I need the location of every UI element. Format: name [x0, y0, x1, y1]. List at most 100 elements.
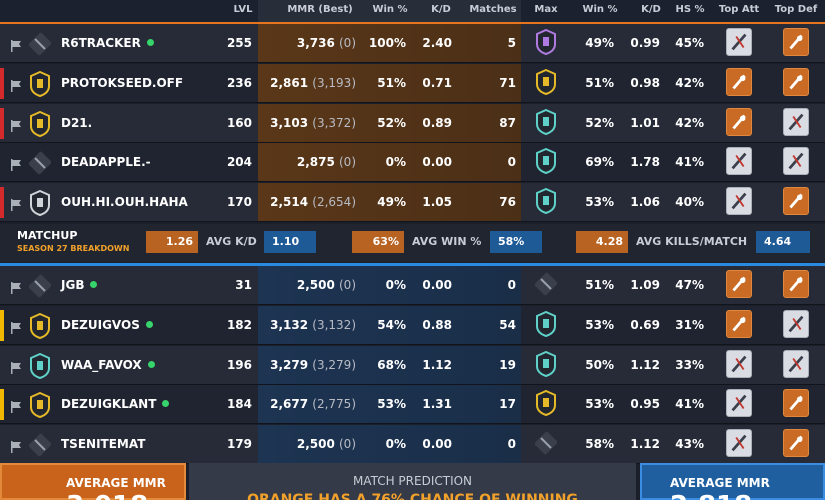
- top-defender-icon[interactable]: [783, 309, 809, 338]
- player-name[interactable]: DEZUIGVOS: [61, 318, 153, 332]
- col-kd[interactable]: K/D: [431, 4, 451, 15]
- max-rank-icon: [535, 390, 557, 418]
- max-rank-icon: [534, 271, 558, 299]
- top-defender-icon[interactable]: [783, 67, 809, 96]
- team-color-bar: [0, 389, 4, 421]
- player-name[interactable]: DEADAPPLE.-: [61, 155, 151, 170]
- top-defender-icon[interactable]: [783, 107, 809, 136]
- top-defender-icon[interactable]: [783, 349, 809, 378]
- rank-icon: [28, 150, 52, 176]
- player-row[interactable]: DEZUIGKLANT 184 2,677 (2,775) 53% 1.31 17 53% 0…: [0, 385, 825, 425]
- top-defender-icon[interactable]: [783, 147, 809, 176]
- player-win-rate: 53%: [377, 397, 406, 412]
- match-prediction-text: ORANGE HAS A 76% CHANCE OF WINNING: [247, 492, 578, 500]
- player-kd-overall: 1.06: [630, 195, 660, 210]
- max-rank-icon: [535, 28, 557, 57]
- col-win[interactable]: Win %: [372, 4, 408, 15]
- player-row[interactable]: D21. 160 3,103 (3,372) 52% 0.89 87 52% 1.01 42%: [0, 103, 825, 143]
- player-row[interactable]: DEZUIGVOS 182 3,132 (3,132) 54% 0.88 54 53% 0.6…: [0, 305, 825, 345]
- avg-win-blue: 58%: [490, 231, 542, 253]
- player-win-rate-overall: 51%: [585, 278, 614, 292]
- player-headshot-rate: 47%: [675, 278, 704, 292]
- player-win-rate-overall: 69%: [585, 155, 614, 170]
- matchup-subtitle: SEASON 27 BREAKDOWN: [17, 244, 130, 253]
- avg-kills-label: AVG KILLS/MATCH: [636, 235, 748, 248]
- top-attacker-icon[interactable]: [726, 147, 752, 176]
- player-row[interactable]: TSENITEMAT 179 2,500 (0) 0% 0.00 0 58% 1.12 43%: [0, 425, 825, 465]
- max-rank-icon: [535, 310, 557, 339]
- player-kd-overall: 0.98: [630, 75, 660, 90]
- col-mmr[interactable]: MMR (Best): [287, 4, 353, 15]
- top-defender-icon[interactable]: [783, 28, 809, 56]
- flag-icon[interactable]: [10, 279, 22, 294]
- player-kd: 0.88: [422, 317, 452, 332]
- col-matches[interactable]: Matches: [469, 4, 517, 15]
- player-kd: 0.00: [422, 155, 452, 170]
- avg-win-orange: 63%: [352, 231, 404, 253]
- player-name[interactable]: PROTOKSEED.OFF: [61, 75, 184, 90]
- player-name[interactable]: TSENITEMAT: [61, 437, 146, 452]
- top-attacker-icon[interactable]: [726, 309, 752, 338]
- player-matches: 0: [507, 437, 516, 452]
- col-hs[interactable]: HS %: [675, 4, 705, 15]
- player-row[interactable]: OUH.HI.OUH.HAHA 170 2,514 (2,654) 49% 1.05 76…: [0, 183, 825, 223]
- player-name[interactable]: WAA_FAVOX: [61, 358, 155, 372]
- col-lvl[interactable]: LVL: [233, 4, 253, 15]
- top-attacker-icon[interactable]: [726, 107, 752, 136]
- flag-icon[interactable]: [10, 156, 22, 172]
- col-top-att[interactable]: Top Att: [718, 4, 760, 15]
- player-kd: 1.12: [422, 357, 452, 372]
- top-attacker-icon[interactable]: [726, 270, 752, 298]
- flag-icon[interactable]: [10, 117, 22, 132]
- flag-icon[interactable]: [10, 438, 22, 454]
- col-win2[interactable]: Win %: [582, 4, 618, 15]
- top-attacker-icon[interactable]: [726, 429, 752, 458]
- player-row[interactable]: WAA_FAVOX 196 3,279 (3,279) 68% 1.12 19 50% 1.1…: [0, 345, 825, 385]
- player-name[interactable]: DEZUIGKLANT: [61, 397, 170, 411]
- player-name[interactable]: D21.: [61, 115, 93, 130]
- orange-avg-mmr-value: 3,018: [66, 491, 148, 500]
- col-kd2[interactable]: K/D: [641, 4, 661, 15]
- player-row[interactable]: DEADAPPLE.- 204 2,875 (0) 0% 0.00 0 69% 1.78 41%: [0, 143, 825, 183]
- player-matches: 54: [499, 317, 516, 332]
- player-row[interactable]: JGB 31 2,500 (0) 0% 0.00 0 51% 1.09 47%: [0, 266, 825, 305]
- player-name[interactable]: OUH.HI.OUH.HAHA: [61, 195, 188, 210]
- player-headshot-rate: 45%: [675, 36, 704, 50]
- flag-icon[interactable]: [10, 359, 22, 374]
- flag-icon[interactable]: [10, 77, 22, 92]
- top-defender-icon[interactable]: [783, 429, 809, 458]
- top-attacker-icon[interactable]: [726, 349, 752, 378]
- flag-icon[interactable]: [10, 196, 22, 212]
- online-status-icon: [90, 281, 98, 288]
- top-defender-icon[interactable]: [783, 270, 809, 298]
- top-defender-icon[interactable]: [783, 187, 809, 216]
- flag-icon[interactable]: [10, 319, 22, 334]
- player-win-rate: 100%: [368, 36, 406, 50]
- player-level: 184: [226, 397, 252, 412]
- top-attacker-icon[interactable]: [726, 187, 752, 216]
- player-win-rate-overall: 50%: [585, 357, 614, 372]
- flag-icon[interactable]: [10, 37, 22, 52]
- player-headshot-rate: 42%: [675, 75, 704, 90]
- player-row[interactable]: R6TRACKER 255 3,736 (0) 100% 2.40 5 49% 0.99 45%: [0, 24, 825, 63]
- player-win-rate: 51%: [377, 75, 406, 90]
- online-status-icon: [146, 39, 154, 46]
- player-level: 196: [226, 357, 252, 372]
- player-matches: 0: [507, 155, 516, 170]
- player-win-rate-overall: 53%: [585, 195, 614, 210]
- blue-average-mmr-panel: AVERAGE MMR 2,818: [640, 463, 825, 500]
- top-defender-icon[interactable]: [783, 389, 809, 418]
- col-top-def[interactable]: Top Def: [774, 4, 818, 15]
- player-row[interactable]: PROTOKSEED.OFF 236 2,861 (3,193) 51% 0.71 71 5…: [0, 63, 825, 103]
- player-name[interactable]: JGB: [61, 278, 98, 292]
- player-name[interactable]: R6TRACKER: [61, 36, 154, 50]
- col-max[interactable]: Max: [534, 4, 558, 15]
- flag-icon[interactable]: [10, 398, 22, 414]
- top-attacker-icon[interactable]: [726, 67, 752, 96]
- top-attacker-icon[interactable]: [726, 389, 752, 418]
- player-mmr: 2,500 (0): [296, 437, 356, 452]
- player-level: 204: [226, 155, 252, 170]
- top-attacker-icon[interactable]: [726, 28, 752, 56]
- player-kd: 2.40: [422, 36, 452, 50]
- player-kd-overall: 1.12: [630, 357, 660, 372]
